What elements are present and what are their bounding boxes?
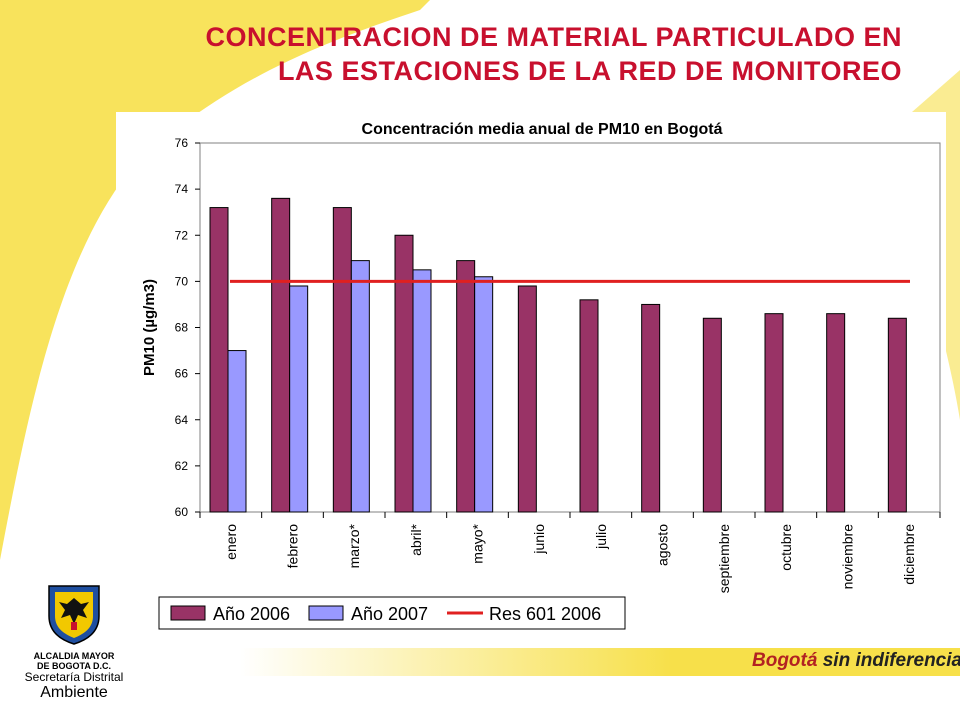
legend-label: Año 2006 — [213, 604, 290, 624]
bar-ano-2006 — [641, 303, 661, 513]
y-tick-label: 66 — [175, 367, 189, 381]
legend-label: Año 2007 — [351, 604, 428, 624]
bar-ano-2007 — [474, 276, 494, 513]
y-tick-label: 74 — [175, 182, 189, 196]
bar-ano-2006 — [517, 285, 537, 513]
slide-title-line-2: LAS ESTACIONES DE LA RED DE MONITOREO — [277, 56, 902, 86]
x-category-label: junio — [531, 524, 547, 555]
brand-part-2: sin indiferencia — [822, 650, 960, 671]
y-tick-label: 76 — [175, 136, 189, 150]
logo-line-2: DE BOGOTA D.C. — [37, 661, 111, 671]
bar-ano-2006 — [394, 234, 414, 513]
x-category-label: septiembre — [716, 524, 732, 593]
bar-ano-2007 — [289, 285, 309, 513]
y-axis-label: PM10 (µg/m3) — [141, 279, 158, 376]
y-tick-label: 68 — [175, 321, 189, 335]
bar-ano-2006 — [826, 313, 846, 513]
bar-ano-2006 — [209, 207, 229, 513]
bar-ano-2006 — [271, 197, 291, 513]
y-tick-label: 64 — [175, 413, 189, 427]
bar-ano-2006 — [456, 260, 476, 513]
bottom-yellow-band — [240, 648, 960, 676]
x-category-label: agosto — [655, 524, 671, 566]
y-tick-label: 72 — [175, 228, 189, 242]
plot-frame — [199, 142, 941, 513]
bar-ano-2007 — [350, 260, 370, 513]
logo-line-3: Secretaría Distrital — [24, 670, 124, 684]
logo-line-4: Ambiente — [40, 684, 108, 701]
alcaldia-logo: ALCALDIA MAYOR DE BOGOTA D.C. Secretaría… — [14, 582, 134, 712]
y-tick-label: 62 — [175, 459, 189, 473]
legend-label: Res 601 2006 — [489, 604, 601, 624]
bogota-brand-logo: Bogotá sin indiferencia — [752, 650, 960, 672]
bar-ano-2006 — [332, 207, 352, 513]
bar-ano-2007 — [412, 269, 432, 513]
x-category-label: marzo* — [346, 523, 362, 568]
y-tick-label: 60 — [175, 505, 189, 519]
bar-ano-2007 — [227, 350, 247, 513]
y-tick-label: 70 — [175, 274, 189, 288]
bar-ano-2006 — [764, 313, 784, 513]
bar-ano-2006 — [579, 299, 599, 513]
legend-box — [158, 596, 626, 630]
brand-part-1: Bogotá — [752, 650, 818, 671]
x-category-label: noviembre — [840, 524, 856, 590]
bar-ano-2006 — [702, 317, 722, 513]
x-category-label: febrero — [285, 524, 301, 569]
legend-swatch — [308, 605, 344, 621]
pm10-bar-chart: Concentración media anual de PM10 en Bog… — [141, 121, 941, 630]
x-category-label: julio — [593, 524, 609, 550]
x-category-label: abril* — [408, 523, 424, 555]
slide-title-line-1: CONCENTRACION DE MATERIAL PARTICULADO EN — [205, 22, 902, 52]
logo-line-1: ALCALDIA MAYOR — [33, 651, 115, 661]
legend-swatch — [170, 605, 206, 621]
coat-of-arms-icon — [48, 585, 100, 645]
x-category-label: octubre — [778, 524, 794, 571]
x-category-label: diciembre — [901, 524, 917, 585]
x-category-label: enero — [223, 524, 239, 560]
bar-ano-2006 — [887, 317, 907, 513]
slide-title: CONCENTRACION DE MATERIAL PARTICULADO EN… — [206, 20, 903, 88]
chart-title: Concentración media anual de PM10 en Bog… — [362, 121, 723, 138]
x-category-label: mayo* — [470, 523, 486, 563]
